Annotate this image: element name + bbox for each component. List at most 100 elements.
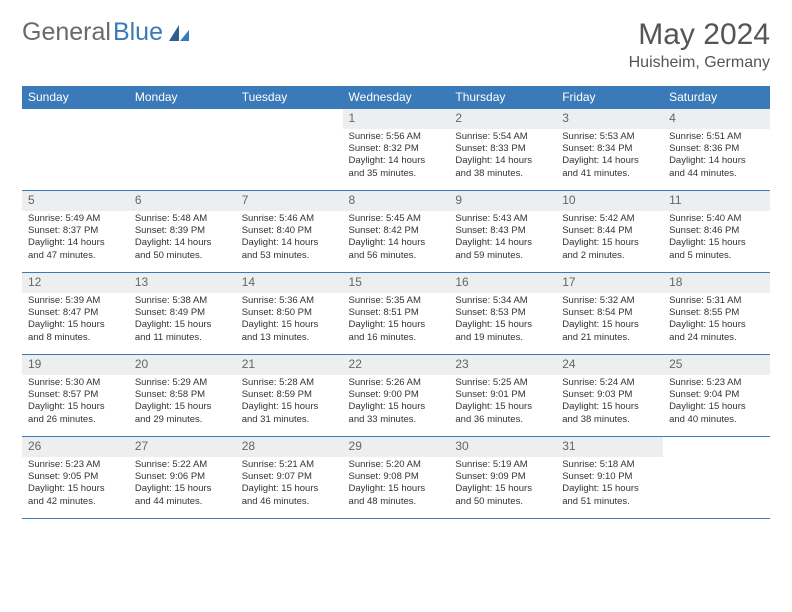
- day-number: 18: [663, 273, 770, 293]
- day-info: Sunrise: 5:51 AMSunset: 8:36 PMDaylight:…: [663, 129, 770, 184]
- calendar-day-cell: 25Sunrise: 5:23 AMSunset: 9:04 PMDayligh…: [663, 355, 770, 437]
- day-info: Sunrise: 5:53 AMSunset: 8:34 PMDaylight:…: [556, 129, 663, 184]
- day-info: Sunrise: 5:31 AMSunset: 8:55 PMDaylight:…: [663, 293, 770, 348]
- day-number: 27: [129, 437, 236, 457]
- calendar-day-cell: 4Sunrise: 5:51 AMSunset: 8:36 PMDaylight…: [663, 109, 770, 191]
- calendar-day-cell: 31Sunrise: 5:18 AMSunset: 9:10 PMDayligh…: [556, 437, 663, 519]
- day-number: [22, 109, 129, 129]
- day-info: Sunrise: 5:30 AMSunset: 8:57 PMDaylight:…: [22, 375, 129, 430]
- weekday-header: Wednesday: [343, 86, 450, 109]
- logo-text-blue: Blue: [113, 18, 163, 47]
- calendar-day-cell: 20Sunrise: 5:29 AMSunset: 8:58 PMDayligh…: [129, 355, 236, 437]
- day-number: 16: [449, 273, 556, 293]
- weekday-header: Thursday: [449, 86, 556, 109]
- day-number: 26: [22, 437, 129, 457]
- day-number: [129, 109, 236, 129]
- day-info: Sunrise: 5:25 AMSunset: 9:01 PMDaylight:…: [449, 375, 556, 430]
- day-number: 13: [129, 273, 236, 293]
- calendar-day-cell: 3Sunrise: 5:53 AMSunset: 8:34 PMDaylight…: [556, 109, 663, 191]
- day-info: Sunrise: 5:42 AMSunset: 8:44 PMDaylight:…: [556, 211, 663, 266]
- day-number: 23: [449, 355, 556, 375]
- day-info: Sunrise: 5:28 AMSunset: 8:59 PMDaylight:…: [236, 375, 343, 430]
- day-info: Sunrise: 5:29 AMSunset: 8:58 PMDaylight:…: [129, 375, 236, 430]
- day-info: Sunrise: 5:45 AMSunset: 8:42 PMDaylight:…: [343, 211, 450, 266]
- day-number: 22: [343, 355, 450, 375]
- calendar-day-cell: 1Sunrise: 5:56 AMSunset: 8:32 PMDaylight…: [343, 109, 450, 191]
- calendar-day-cell: 27Sunrise: 5:22 AMSunset: 9:06 PMDayligh…: [129, 437, 236, 519]
- calendar-day-cell: [129, 109, 236, 191]
- day-number: [236, 109, 343, 129]
- day-info: Sunrise: 5:20 AMSunset: 9:08 PMDaylight:…: [343, 457, 450, 512]
- calendar-week-row: 5Sunrise: 5:49 AMSunset: 8:37 PMDaylight…: [22, 191, 770, 273]
- day-number: 7: [236, 191, 343, 211]
- day-number: 20: [129, 355, 236, 375]
- calendar-week-row: 12Sunrise: 5:39 AMSunset: 8:47 PMDayligh…: [22, 273, 770, 355]
- calendar-day-cell: 18Sunrise: 5:31 AMSunset: 8:55 PMDayligh…: [663, 273, 770, 355]
- day-number: 10: [556, 191, 663, 211]
- day-number: 28: [236, 437, 343, 457]
- calendar-day-cell: 26Sunrise: 5:23 AMSunset: 9:05 PMDayligh…: [22, 437, 129, 519]
- day-info: Sunrise: 5:24 AMSunset: 9:03 PMDaylight:…: [556, 375, 663, 430]
- calendar-day-cell: 9Sunrise: 5:43 AMSunset: 8:43 PMDaylight…: [449, 191, 556, 273]
- day-info: Sunrise: 5:56 AMSunset: 8:32 PMDaylight:…: [343, 129, 450, 184]
- weekday-header: Saturday: [663, 86, 770, 109]
- day-number: 24: [556, 355, 663, 375]
- title-block: May 2024 Huisheim, Germany: [629, 18, 770, 72]
- calendar-week-row: 26Sunrise: 5:23 AMSunset: 9:05 PMDayligh…: [22, 437, 770, 519]
- day-number: 17: [556, 273, 663, 293]
- calendar-day-cell: 15Sunrise: 5:35 AMSunset: 8:51 PMDayligh…: [343, 273, 450, 355]
- calendar-head: SundayMondayTuesdayWednesdayThursdayFrid…: [22, 86, 770, 109]
- day-info: Sunrise: 5:22 AMSunset: 9:06 PMDaylight:…: [129, 457, 236, 512]
- day-number: 9: [449, 191, 556, 211]
- day-info: Sunrise: 5:35 AMSunset: 8:51 PMDaylight:…: [343, 293, 450, 348]
- calendar-day-cell: 28Sunrise: 5:21 AMSunset: 9:07 PMDayligh…: [236, 437, 343, 519]
- day-number: [663, 437, 770, 457]
- day-number: 1: [343, 109, 450, 129]
- day-number: 21: [236, 355, 343, 375]
- day-info: Sunrise: 5:39 AMSunset: 8:47 PMDaylight:…: [22, 293, 129, 348]
- day-info: Sunrise: 5:43 AMSunset: 8:43 PMDaylight:…: [449, 211, 556, 266]
- calendar-day-cell: 17Sunrise: 5:32 AMSunset: 8:54 PMDayligh…: [556, 273, 663, 355]
- calendar-day-cell: 13Sunrise: 5:38 AMSunset: 8:49 PMDayligh…: [129, 273, 236, 355]
- day-info: Sunrise: 5:21 AMSunset: 9:07 PMDaylight:…: [236, 457, 343, 512]
- page-header: GeneralBlue May 2024 Huisheim, Germany: [22, 18, 770, 72]
- logo-text-gray: General: [22, 18, 111, 47]
- calendar-day-cell: 23Sunrise: 5:25 AMSunset: 9:01 PMDayligh…: [449, 355, 556, 437]
- day-info: Sunrise: 5:23 AMSunset: 9:05 PMDaylight:…: [22, 457, 129, 512]
- calendar-week-row: 19Sunrise: 5:30 AMSunset: 8:57 PMDayligh…: [22, 355, 770, 437]
- weekday-header: Tuesday: [236, 86, 343, 109]
- day-number: 5: [22, 191, 129, 211]
- location-label: Huisheim, Germany: [629, 54, 770, 72]
- weekday-header: Friday: [556, 86, 663, 109]
- day-info: Sunrise: 5:49 AMSunset: 8:37 PMDaylight:…: [22, 211, 129, 266]
- weekday-header: Sunday: [22, 86, 129, 109]
- month-title: May 2024: [629, 18, 770, 52]
- calendar-day-cell: 30Sunrise: 5:19 AMSunset: 9:09 PMDayligh…: [449, 437, 556, 519]
- day-info: Sunrise: 5:32 AMSunset: 8:54 PMDaylight:…: [556, 293, 663, 348]
- day-info: Sunrise: 5:36 AMSunset: 8:50 PMDaylight:…: [236, 293, 343, 348]
- day-info: Sunrise: 5:34 AMSunset: 8:53 PMDaylight:…: [449, 293, 556, 348]
- calendar-day-cell: 6Sunrise: 5:48 AMSunset: 8:39 PMDaylight…: [129, 191, 236, 273]
- day-number: 29: [343, 437, 450, 457]
- day-number: 25: [663, 355, 770, 375]
- day-info: Sunrise: 5:38 AMSunset: 8:49 PMDaylight:…: [129, 293, 236, 348]
- day-number: 11: [663, 191, 770, 211]
- calendar-day-cell: 10Sunrise: 5:42 AMSunset: 8:44 PMDayligh…: [556, 191, 663, 273]
- calendar-day-cell: 2Sunrise: 5:54 AMSunset: 8:33 PMDaylight…: [449, 109, 556, 191]
- calendar-day-cell: 11Sunrise: 5:40 AMSunset: 8:46 PMDayligh…: [663, 191, 770, 273]
- calendar-day-cell: 7Sunrise: 5:46 AMSunset: 8:40 PMDaylight…: [236, 191, 343, 273]
- day-number: 8: [343, 191, 450, 211]
- logo-sail-icon: [167, 23, 191, 43]
- day-info: Sunrise: 5:46 AMSunset: 8:40 PMDaylight:…: [236, 211, 343, 266]
- calendar-day-cell: 21Sunrise: 5:28 AMSunset: 8:59 PMDayligh…: [236, 355, 343, 437]
- day-number: 3: [556, 109, 663, 129]
- day-info: Sunrise: 5:18 AMSunset: 9:10 PMDaylight:…: [556, 457, 663, 512]
- calendar-day-cell: [236, 109, 343, 191]
- day-number: 15: [343, 273, 450, 293]
- day-number: 30: [449, 437, 556, 457]
- calendar-day-cell: 5Sunrise: 5:49 AMSunset: 8:37 PMDaylight…: [22, 191, 129, 273]
- calendar-day-cell: 8Sunrise: 5:45 AMSunset: 8:42 PMDaylight…: [343, 191, 450, 273]
- calendar-day-cell: 24Sunrise: 5:24 AMSunset: 9:03 PMDayligh…: [556, 355, 663, 437]
- day-number: 6: [129, 191, 236, 211]
- day-number: 31: [556, 437, 663, 457]
